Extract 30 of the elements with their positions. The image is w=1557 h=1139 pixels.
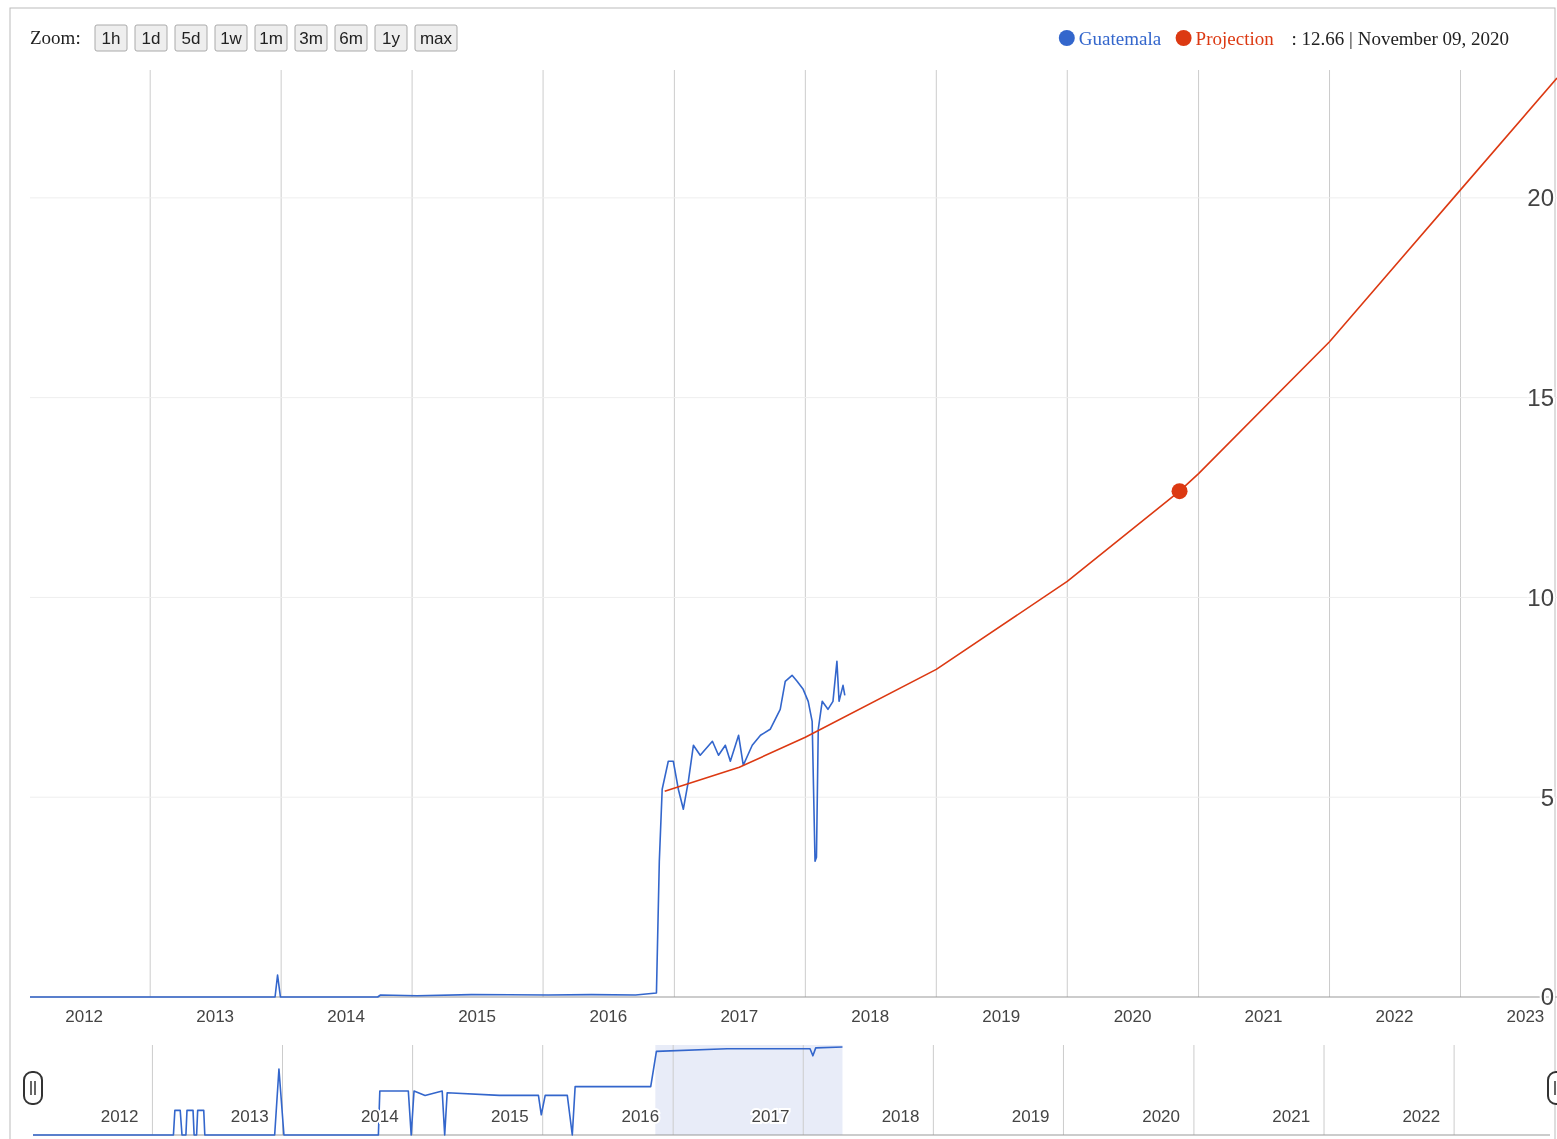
x-tick-label: 2015 (458, 1007, 496, 1026)
line-series (29, 660, 846, 998)
x-tick-label: 2017 (720, 1007, 759, 1026)
x-tick-label: 2016 (621, 1107, 660, 1126)
x-tick-label: 2016 (589, 1007, 628, 1026)
x-tick-label: 2021 (1272, 1107, 1311, 1126)
x-tick-label: 2020 (1142, 1107, 1181, 1126)
x-tick-label: 2019 (982, 1007, 1021, 1026)
x-tick-label: 2022 (1375, 1007, 1414, 1026)
legend-label: Projection (1195, 28, 1275, 49)
x-tick-label: 2012 (100, 1107, 139, 1126)
x-tick-label: 2013 (230, 1107, 269, 1126)
y-tick-label: 20 (1527, 184, 1554, 212)
x-tick-label: 2020 (1113, 1007, 1152, 1026)
y-tick-label: 10 (1527, 583, 1554, 611)
legend-label: Guatemala (1078, 28, 1162, 49)
x-tick-label: 2022 (1402, 1107, 1441, 1126)
x-tick-label: 2018 (851, 1007, 890, 1026)
x-tick-label: 2013 (196, 1007, 235, 1026)
x-tick-label: 2018 (881, 1107, 920, 1126)
x-tick-label: 2014 (327, 1007, 366, 1026)
y-tick-label: 5 (1540, 783, 1554, 811)
y-tick-label: 15 (1527, 384, 1554, 412)
x-tick-label: 2015 (491, 1107, 529, 1126)
zoom-toolbar: Zoom: 1h 1d 5d 1w 1m 3m 6m 1y max (30, 24, 458, 52)
x-tick-label: 2012 (65, 1007, 104, 1026)
x-tick-label: 2021 (1244, 1007, 1283, 1026)
x-tick-label: 2017 (751, 1107, 790, 1126)
x-tick-label: 2019 (1011, 1107, 1050, 1126)
text: : 12.66 | November 09, 2020 (1291, 28, 1510, 49)
